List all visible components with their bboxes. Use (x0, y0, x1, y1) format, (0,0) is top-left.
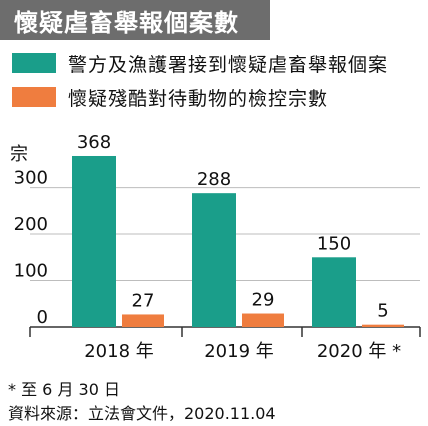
bar-value-label: 150 (317, 233, 351, 254)
x-category-label: 2018 年 (84, 341, 154, 362)
footnote: * 至 6 月 30 日 (8, 380, 120, 399)
y-axis-unit: 宗 (10, 144, 28, 165)
bar (72, 155, 116, 327)
legend-label-prosecutions: 懷疑殘酷對待動物的檢控宗數 (68, 87, 329, 110)
legend-swatch-prosecutions (12, 87, 56, 107)
x-category-label: 2020 年 * (317, 341, 401, 362)
y-tick-label: 0 (37, 307, 48, 328)
bar-value-label: 368 (77, 132, 111, 153)
bar-value-label: 27 (132, 290, 155, 311)
x-category-label: 2019 年 (204, 341, 274, 362)
y-tick-label: 100 (14, 261, 48, 282)
chart-title: 懷疑虐畜舉報個案數 (14, 8, 239, 37)
legend-swatch-reports (12, 53, 56, 73)
bar-value-label: 29 (252, 290, 275, 311)
bar (192, 193, 236, 327)
bar (242, 313, 284, 327)
legend-item-prosecutions: 懷疑殘酷對待動物的檢控宗數 (12, 84, 388, 110)
y-tick-label: 200 (14, 214, 48, 235)
y-tick-label: 300 (14, 168, 48, 189)
bar-value-label: 288 (197, 169, 231, 190)
bar (122, 314, 164, 327)
legend-label-reports: 警方及漁護署接到懷疑虐畜舉報個案 (68, 53, 389, 76)
bar (362, 324, 404, 327)
source-note: 資料來源：立法會文件，2020.11.04 (8, 404, 276, 423)
legend: 警方及漁護署接到懷疑虐畜舉報個案 懷疑殘酷對待動物的檢控宗數 (12, 50, 388, 118)
legend-item-reports: 警方及漁護署接到懷疑虐畜舉報個案 (12, 50, 388, 76)
bar-value-label: 5 (377, 301, 388, 322)
title-bar: 懷疑虐畜舉報個案數 (0, 0, 270, 40)
bar (312, 257, 356, 327)
